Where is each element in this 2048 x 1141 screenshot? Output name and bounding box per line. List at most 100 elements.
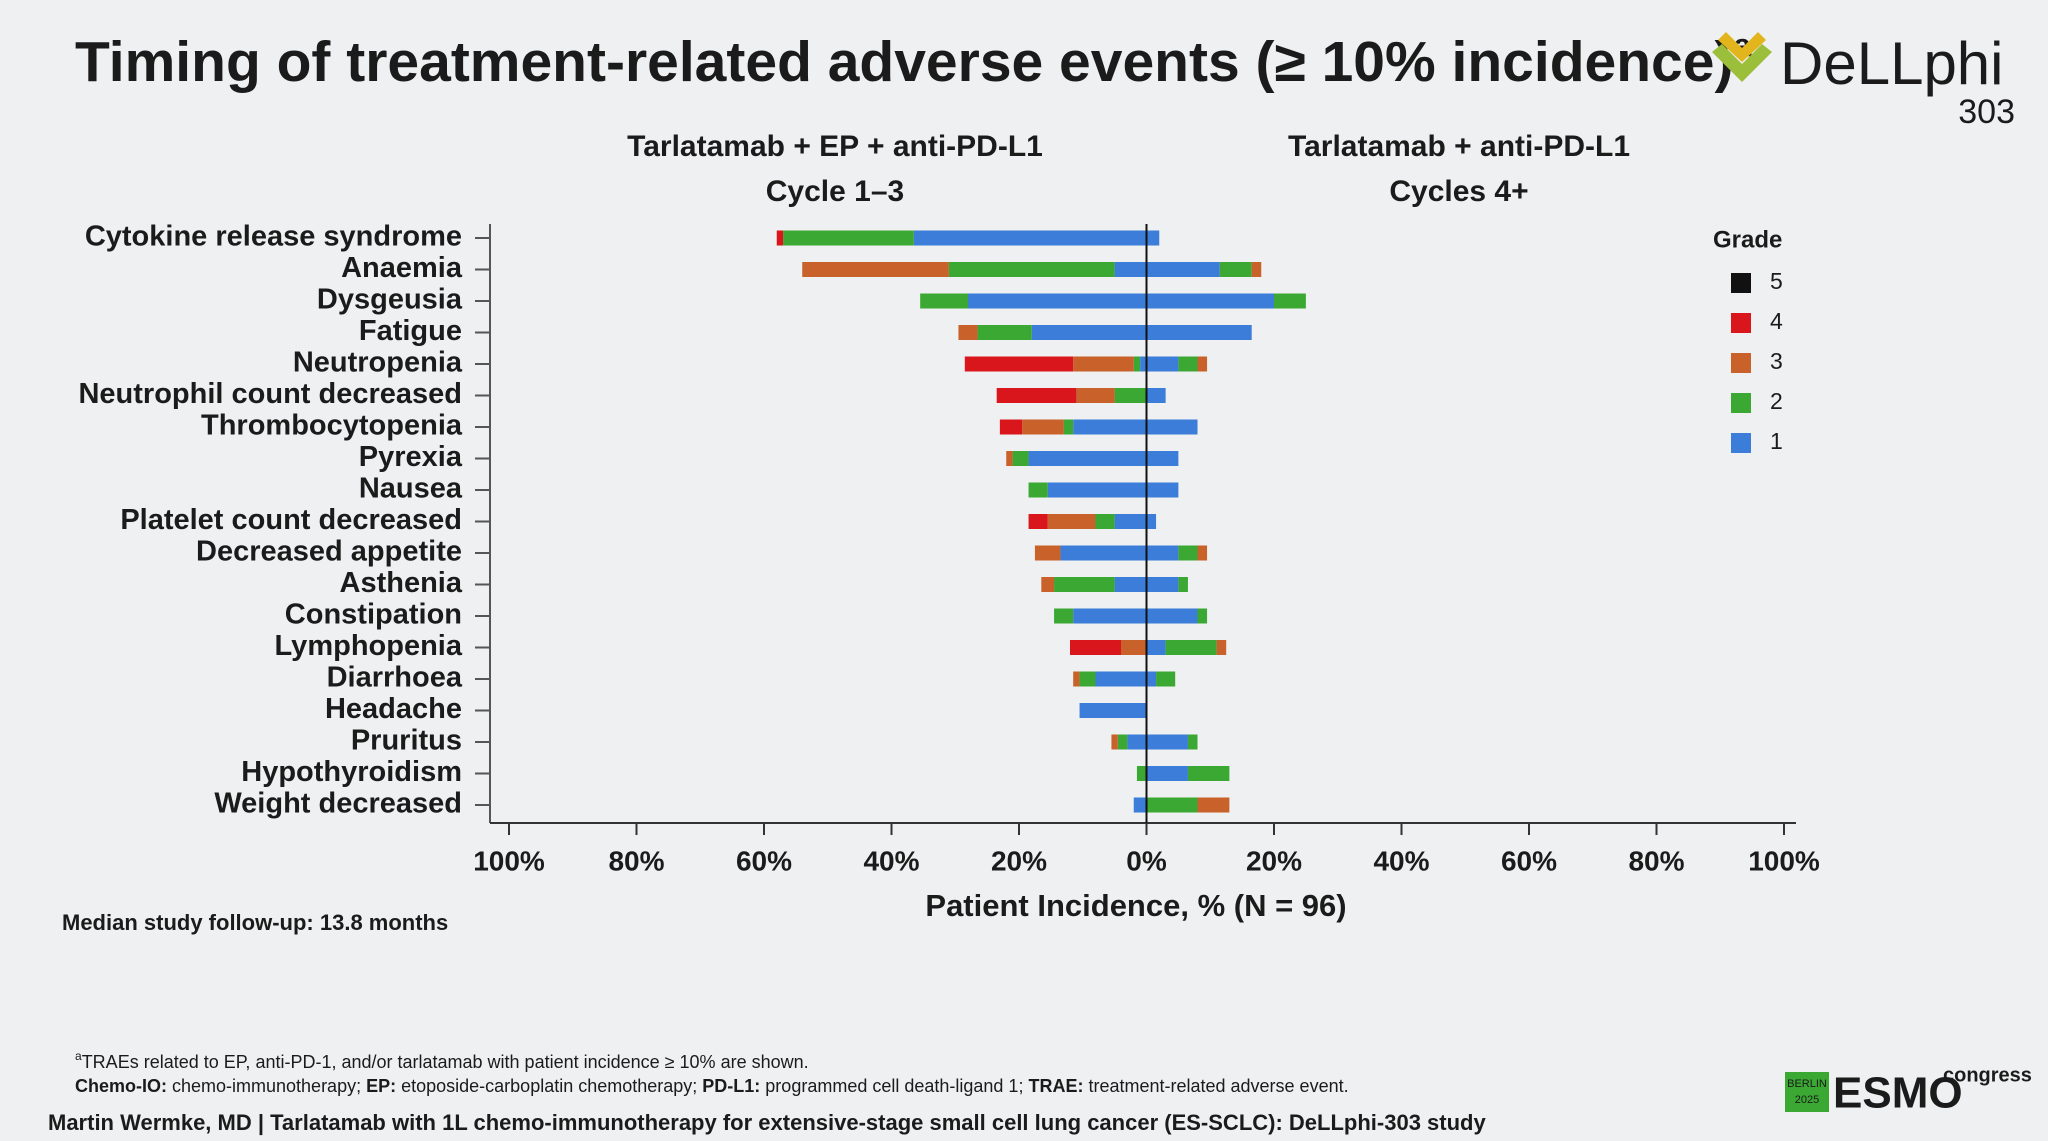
bar-segment <box>1146 640 1166 655</box>
x-tick-label: 100% <box>1748 845 1820 876</box>
panel-title: Tarlatamab + anti-PD-L1 <box>1288 130 1630 163</box>
chart: Tarlatamab + EP + anti-PD-L1 Cycle 1–3 Tar… <box>78 130 1819 923</box>
legend-label: 5 <box>1770 268 1783 294</box>
bar-segment <box>1095 671 1147 687</box>
bar-segment <box>1114 577 1147 592</box>
bar-segment <box>1073 356 1134 372</box>
bar-segment <box>958 325 978 340</box>
legend-swatch <box>1731 313 1751 333</box>
bar-segment <box>1219 262 1252 277</box>
bar-segment <box>1146 577 1179 592</box>
note: Median study follow-up: 13.8 months <box>62 910 448 935</box>
abbr-text: programmed cell death-ligand 1; <box>760 1076 1028 1096</box>
bar-segment <box>948 262 1115 277</box>
bar-segment <box>1146 545 1179 561</box>
bar-segment <box>1146 325 1252 340</box>
y-tick-label: Diarrhoea <box>327 662 463 694</box>
bar-segment <box>1047 514 1096 529</box>
panel-title: Cycles 4+ <box>1389 175 1528 208</box>
abbr-term: PD-L1: <box>702 1076 760 1096</box>
logo-number: 303 <box>1958 93 2015 131</box>
bar-segment <box>1197 356 1208 372</box>
bar-segment <box>1146 671 1157 687</box>
legend-label: 3 <box>1770 348 1783 374</box>
bar-segment <box>1146 356 1179 372</box>
y-tick-label: Pruritus <box>351 725 462 757</box>
panel-title: Tarlatamab + EP + anti-PD-L1 <box>627 130 1043 163</box>
y-tick-label: Nausea <box>359 473 463 505</box>
y-tick-label: Dysgeusia <box>317 284 463 316</box>
y-tick-label: Pyrexia <box>359 441 463 473</box>
bar-segment <box>1146 608 1198 624</box>
bar-segment <box>1111 734 1118 750</box>
bar-segment <box>1251 262 1262 277</box>
legend-label: 1 <box>1770 428 1783 454</box>
footnote-text: TRAEs related to EP, anti-PD-1, and/or t… <box>82 1052 809 1072</box>
bar-segment <box>783 230 914 246</box>
y-tick-label: Lymphopenia <box>275 630 463 662</box>
bar-segment <box>1140 356 1147 372</box>
bar-segment <box>1156 671 1176 687</box>
y-tick-label: Asthenia <box>340 567 463 599</box>
y-tick-label: Constipation <box>285 599 462 631</box>
bar-segment <box>977 325 1032 340</box>
abbr-term: TRAE: <box>1028 1076 1083 1096</box>
legend-label: 2 <box>1770 388 1783 414</box>
bar-segment <box>1070 640 1121 655</box>
y-tick-label: Cytokine release syndrome <box>85 221 462 253</box>
bar-segment <box>1012 451 1029 466</box>
bar-segment <box>1054 608 1074 624</box>
bar-segment <box>1146 293 1274 309</box>
x-tick-label: 20% <box>991 845 1047 876</box>
y-tick-label: Decreased appetite <box>196 536 462 568</box>
bar-segment <box>964 356 1074 372</box>
bar-segment <box>1034 545 1061 561</box>
x-tick-label: 60% <box>736 845 792 876</box>
bar-segment <box>1073 419 1147 435</box>
bar-segment <box>1079 703 1147 718</box>
footer-presenter: Martin Wermke, MD | Tarlatamab with 1L c… <box>48 1110 1486 1135</box>
logo-chevron <box>1718 32 1766 62</box>
abbreviations: Chemo-IO: chemo-immunotherapy; EP: etopo… <box>75 1076 1349 1096</box>
abbr-text: treatment-related adverse event. <box>1083 1076 1348 1096</box>
y-tick-label: Headache <box>325 693 462 725</box>
x-tick-label: 60% <box>1501 845 1557 876</box>
bar-segment <box>1006 451 1013 466</box>
bar-segment <box>913 230 1147 246</box>
bar-segment <box>1146 797 1198 813</box>
bar-segment <box>1060 545 1147 561</box>
legend-swatch <box>1731 393 1751 413</box>
bar-segment <box>1136 766 1147 781</box>
bar-segment <box>1197 545 1208 561</box>
x-tick-label: 100% <box>473 845 545 876</box>
bar-segment <box>802 262 949 277</box>
legend-swatch <box>1731 353 1751 373</box>
footnote: aTRAEs related to EP, anti-PD-1, and/or … <box>75 1049 809 1072</box>
bar-segment <box>1197 608 1208 624</box>
bar-segment <box>1076 388 1115 403</box>
bar-segment <box>1146 230 1160 246</box>
y-tick-label: Anaemia <box>341 252 463 284</box>
x-axis-label: Patient Incidence, % (N = 96) <box>925 888 1346 923</box>
bar-segment <box>1178 577 1188 592</box>
abbr-term: EP: <box>366 1076 396 1096</box>
y-tick-label: Weight decreased <box>214 788 462 820</box>
bar-segment <box>1114 388 1147 403</box>
bar-segment <box>1041 577 1055 592</box>
bar-segment <box>1178 356 1198 372</box>
logo-chevron <box>1712 44 1772 82</box>
bar-segment <box>1047 482 1147 498</box>
bar-segment <box>1114 514 1147 529</box>
bar-segment <box>920 293 968 309</box>
abbr-text: chemo-immunotherapy; <box>167 1076 366 1096</box>
bar-segment <box>1146 388 1166 403</box>
y-tick-label: Platelet count decreased <box>120 504 462 536</box>
y-tick-label: Hypothyroidism <box>241 756 462 788</box>
bar-segment <box>1073 608 1147 624</box>
legend-swatch <box>1731 273 1751 293</box>
bar-segment <box>1146 734 1188 750</box>
y-tick-label: Thrombocytopenia <box>201 410 463 442</box>
bar-segment <box>1165 640 1217 655</box>
